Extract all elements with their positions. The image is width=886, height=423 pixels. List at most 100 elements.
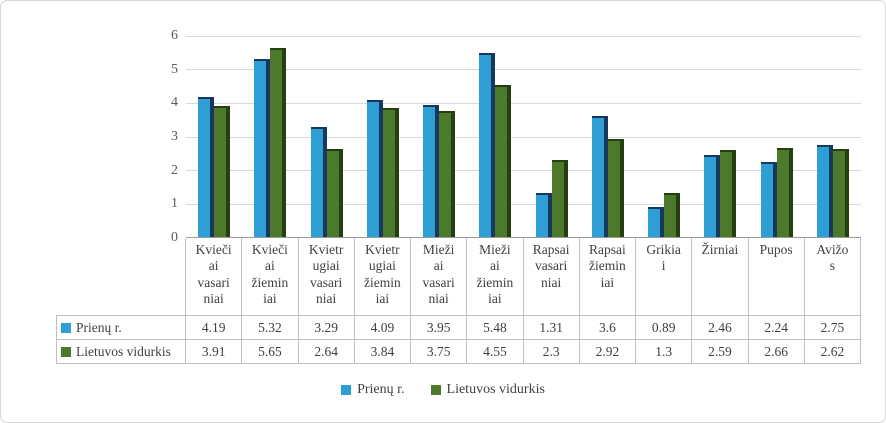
y-axis-tick-label: 6 — [171, 28, 178, 43]
table-value-cell: 3.91 — [186, 340, 243, 364]
category-slot — [636, 36, 692, 237]
category-slot — [749, 36, 805, 237]
category-slot — [580, 36, 636, 237]
bar-series-container — [186, 36, 861, 237]
legend-item: Prienų r. — [341, 382, 405, 398]
bar — [254, 58, 271, 237]
gridline — [186, 203, 861, 205]
bar — [439, 111, 456, 237]
bar — [648, 207, 665, 237]
bar — [591, 116, 608, 237]
table-value-cell: 1.31 — [523, 316, 580, 340]
table-value-cell: 2.75 — [804, 316, 861, 340]
table-header-cell: Žirniai — [692, 238, 749, 316]
bar-side-face — [282, 49, 287, 237]
table-value-cell: 3.95 — [411, 316, 468, 340]
bar-side-face — [844, 151, 849, 237]
bar-side-face — [338, 150, 343, 237]
bar — [704, 154, 721, 237]
bar — [479, 53, 496, 237]
y-axis-tick-label: 1 — [171, 196, 178, 212]
bar-side-face — [266, 60, 271, 237]
bar-side-face — [394, 110, 399, 237]
legend-item: Lietuvos vidurkis — [430, 382, 545, 398]
bar-side-face — [716, 156, 721, 237]
legend-label: Lietuvos vidurkis — [446, 382, 545, 397]
y-axis-tick-label: 0 — [171, 230, 178, 245]
y-axis-tick-label: 5 — [171, 61, 178, 77]
table-value-cell: 2.66 — [748, 340, 805, 364]
table-value-cell: 3.6 — [579, 316, 636, 340]
bar — [423, 104, 440, 237]
series-swatch — [61, 346, 71, 357]
table-value-cell: 2.46 — [692, 316, 749, 340]
table-value-cell: 4.09 — [354, 316, 411, 340]
legend-swatch — [341, 385, 352, 395]
bar-side-face — [507, 86, 512, 237]
bar-side-face — [660, 209, 665, 237]
bar-side-face — [451, 113, 456, 237]
table-header-cell: Kvieči ai žiemin iai — [242, 238, 299, 316]
bar-side-face — [547, 195, 552, 237]
bar-side-face — [226, 108, 231, 237]
bar — [495, 84, 512, 237]
bar — [776, 147, 793, 237]
series-name: Prienų r. — [76, 319, 122, 335]
table-value-cell: 2.64 — [298, 340, 355, 364]
table-value-cell: 2.3 — [523, 340, 580, 364]
bar-side-face — [788, 149, 793, 237]
plot-area — [186, 36, 861, 238]
bar — [382, 108, 399, 237]
table-value-cell: 3.29 — [298, 316, 355, 340]
bar — [607, 139, 624, 237]
y-axis-tick-label: 3 — [171, 129, 178, 144]
gridline — [186, 69, 861, 71]
bar — [535, 193, 552, 237]
table-header-cell: Mieži ai vasari niai — [411, 238, 468, 316]
table-value-cell: 4.19 — [186, 316, 243, 340]
table-value-cell: 4.55 — [467, 340, 524, 364]
bar — [214, 106, 231, 237]
y-axis: 0 1 2 3 4 5 6 — [56, 28, 178, 245]
category-slot — [467, 36, 523, 237]
table-header-cell: Rapsai žiemin iai — [579, 238, 636, 316]
table-value-cell: 5.32 — [242, 316, 299, 340]
legend-label: Prienų r. — [357, 382, 405, 397]
chart-content: 0 1 2 3 4 5 6 Kvieči ai vasari niai Kvieči ai ž… — [56, 11, 861, 364]
bar — [310, 126, 327, 237]
table-value-cell: 1.3 — [636, 340, 693, 364]
table-header-cell: Kvieči ai vasari niai — [186, 238, 243, 316]
table-value-cell: 3.84 — [354, 340, 411, 364]
bar-side-face — [772, 163, 777, 237]
category-slot — [242, 36, 298, 237]
bar-side-face — [619, 141, 624, 237]
bar-side-face — [828, 146, 833, 237]
bar-side-face — [676, 195, 681, 237]
gridline — [186, 102, 861, 104]
table-header-cell: Pupos — [748, 238, 805, 316]
legend: Prienų r. Lietuvos vidurkis — [1, 382, 885, 398]
bar-side-face — [603, 118, 608, 237]
gridlines — [186, 36, 861, 237]
table-header-cell: Rapsai vasari niai — [523, 238, 580, 316]
bar — [551, 159, 568, 237]
table-value-cell: 0.89 — [636, 316, 693, 340]
table-row-label: Lietuvos vidurkis — [56, 340, 186, 364]
plot-area-wrapper: 0 1 2 3 4 5 6 — [56, 11, 861, 245]
bar-side-face — [322, 128, 327, 237]
category-slot — [186, 36, 242, 237]
category-slot — [692, 36, 748, 237]
bar-side-face — [210, 98, 215, 237]
bar — [760, 161, 777, 237]
table-corner-cell — [56, 238, 186, 316]
table-value-cell: 2.24 — [748, 316, 805, 340]
gridline — [186, 169, 861, 171]
category-slot — [411, 36, 467, 237]
bar — [270, 47, 287, 237]
y-axis-tick-label: 4 — [171, 95, 178, 111]
table-header-cell: Grikia i — [636, 238, 693, 316]
category-slot — [524, 36, 580, 237]
category-slot — [299, 36, 355, 237]
table-header-cell: Avižo s — [804, 238, 861, 316]
